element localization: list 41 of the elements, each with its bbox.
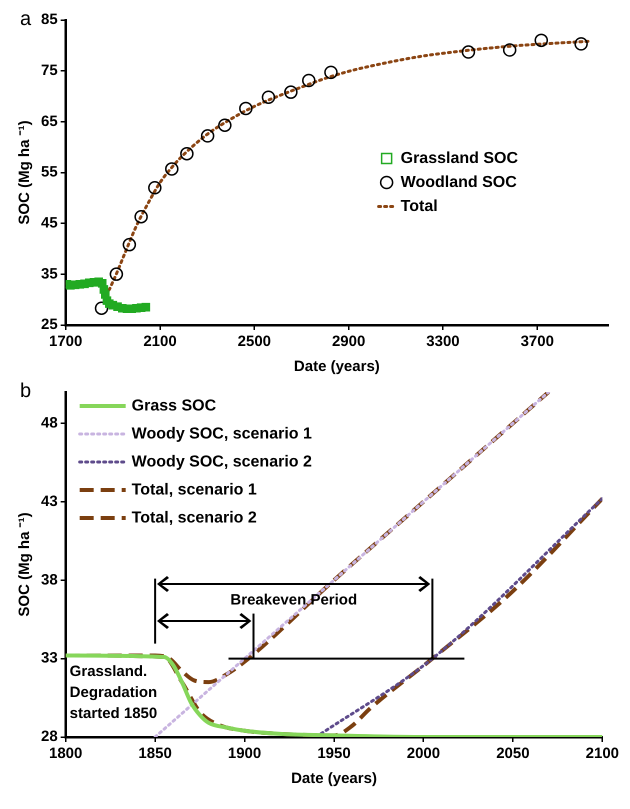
y-tick-label: 43 bbox=[40, 492, 58, 510]
y-tick-label: 33 bbox=[40, 650, 58, 667]
y-tick-label: 28 bbox=[40, 728, 58, 746]
y-tick-label: 38 bbox=[40, 571, 58, 588]
annotation: Grassland. Degradation started 1850 bbox=[70, 663, 158, 722]
x-tick-label: 1950 bbox=[317, 745, 351, 762]
legend-label: Woody SOC, scenario 1 bbox=[132, 425, 312, 442]
legend-label: Total, scenario 2 bbox=[132, 509, 257, 526]
y-tick-label: 48 bbox=[40, 414, 58, 432]
y-tick-label: 75 bbox=[40, 62, 58, 79]
x-tick-label: 2500 bbox=[238, 333, 272, 350]
legend-label: Woody SOC, scenario 2 bbox=[132, 453, 312, 470]
y-tick-label: 55 bbox=[40, 164, 58, 181]
text: a bbox=[20, 8, 32, 31]
x-tick-label: 3300 bbox=[426, 333, 460, 350]
y-tick-label: 45 bbox=[40, 214, 58, 232]
legend-label: Grass SOC bbox=[132, 397, 217, 414]
x-tick-label: 1800 bbox=[48, 745, 82, 762]
x-tick-label: 2100 bbox=[143, 333, 177, 350]
x-tick-label: 2900 bbox=[332, 333, 366, 350]
x-tick-label: 1900 bbox=[228, 745, 262, 762]
x-tick-label: 2000 bbox=[406, 745, 440, 762]
legend-label: Total, scenario 1 bbox=[132, 481, 257, 498]
x-tick-label: 2050 bbox=[496, 745, 530, 762]
y-axis-title: SOC (Mg ha ⁻¹) bbox=[16, 512, 34, 617]
y-tick-label: 35 bbox=[40, 265, 58, 282]
x-tick-label: 3700 bbox=[520, 333, 554, 350]
legend-label: Grassland SOC bbox=[400, 150, 518, 167]
x-axis-title: Date (years) bbox=[294, 358, 380, 376]
annotation: Breakeven Period bbox=[230, 592, 358, 609]
y-tick-label: 25 bbox=[40, 316, 58, 334]
x-tick-label: 2100 bbox=[586, 745, 620, 762]
legend-label: Total bbox=[400, 198, 438, 215]
x-tick-label: 1700 bbox=[48, 333, 82, 350]
y-tick-label: 65 bbox=[40, 112, 58, 130]
legend-label: Woodland SOC bbox=[400, 174, 518, 191]
y-axis-title: SOC (Mg ha ⁻¹) bbox=[16, 120, 34, 225]
y-tick-label: 85 bbox=[40, 11, 58, 28]
x-tick-label: 1850 bbox=[138, 745, 172, 762]
x-axis-title: Date (years) bbox=[291, 770, 377, 788]
text: b bbox=[20, 380, 32, 403]
